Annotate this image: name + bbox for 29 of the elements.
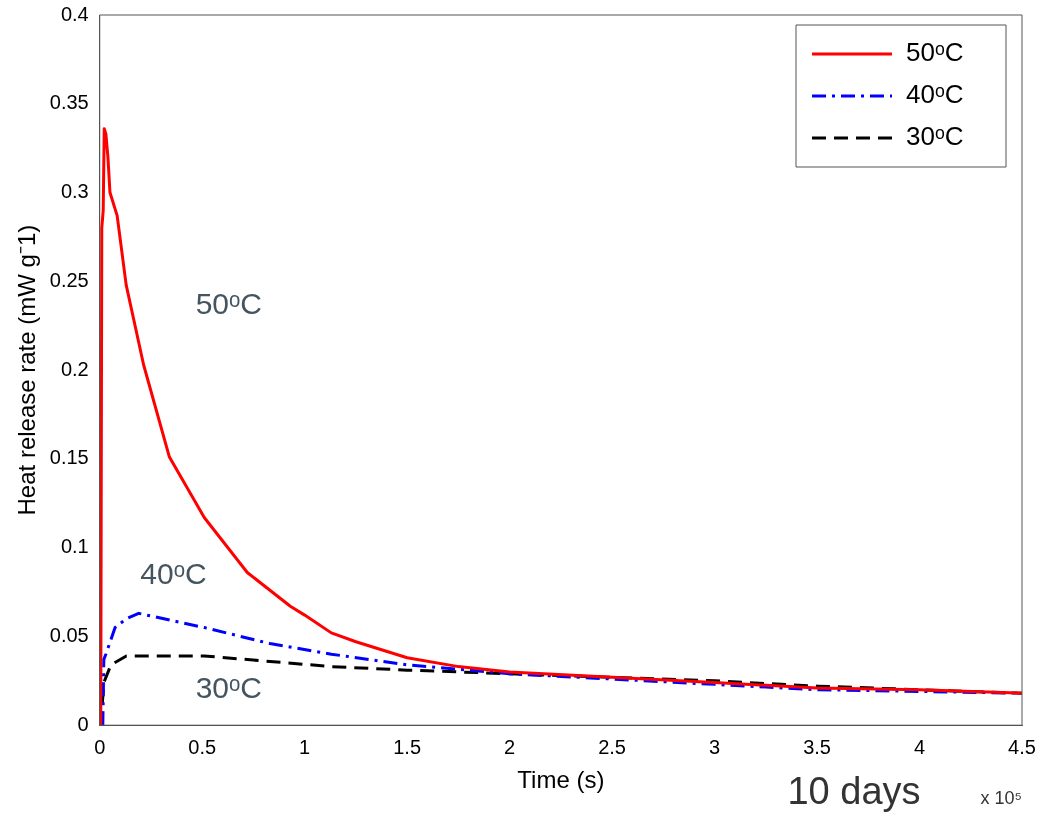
legend-label: 30ᵒC [906, 121, 964, 152]
y-tick-label: 0.2 [60, 357, 89, 380]
x-tick-label: 0.5 [188, 735, 217, 758]
x-tick-label: 0 [94, 735, 106, 758]
x-tick-label: 2.5 [598, 735, 627, 758]
x-tick-label: 3.5 [803, 735, 831, 758]
annotation: 30ᵒC [195, 670, 263, 704]
y-tick-label: 0.05 [49, 623, 89, 646]
legend-label: 50ᵒC [906, 37, 964, 68]
y-tick-label: 0.15 [49, 446, 89, 469]
y-tick-label: 0.35 [49, 91, 89, 114]
x-tick-label: 1.5 [393, 735, 422, 758]
annotation: 40ᵒC [140, 557, 207, 591]
text: x 10⁵ [980, 788, 1022, 809]
y-tick-label: 0.25 [49, 268, 89, 291]
y-tick-label: 0.4 [60, 2, 89, 25]
x-tick-label: 3 [709, 735, 721, 758]
legend-label: 40ᵒC [906, 79, 964, 110]
annotation: 50ᵒC [195, 287, 263, 321]
x-axis-title: Time (s) [517, 766, 605, 794]
y-tick-label: 0.1 [60, 535, 89, 558]
y-tick-label: 0 [77, 712, 89, 735]
x-tick-label: 4.5 [1008, 735, 1036, 758]
y-tick-label: 0.3 [60, 180, 89, 203]
y-axis-title: Heat release rate (mW g⁻1) [13, 224, 41, 516]
x-tick-label: 1 [299, 735, 311, 758]
x-tick-label: 2 [504, 735, 516, 758]
text: 10 days [787, 770, 921, 813]
x-tick-label: 4 [913, 735, 926, 758]
